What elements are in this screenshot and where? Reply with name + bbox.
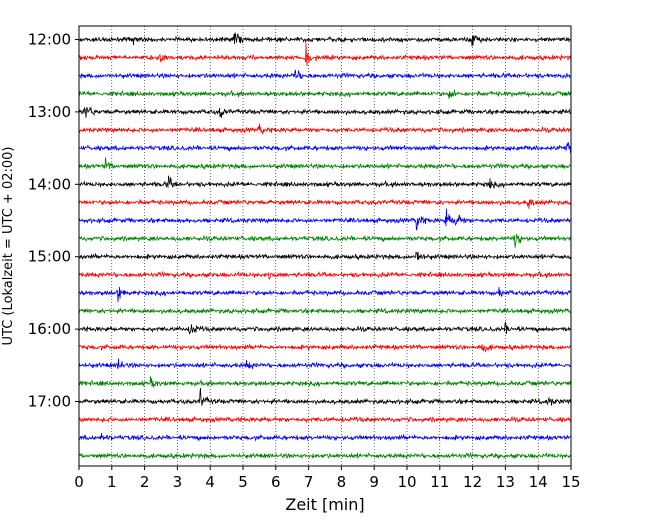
trace-1730 bbox=[78, 433, 572, 442]
x-tick-label: 10 bbox=[397, 473, 416, 491]
trace-1645 bbox=[78, 376, 572, 388]
trace-1345 bbox=[78, 157, 572, 171]
x-tick-label: 7 bbox=[304, 473, 314, 491]
trace-1615 bbox=[78, 343, 572, 353]
trace-1215 bbox=[78, 43, 572, 66]
x-axis-ticks: 0 1 2 3 4 5 6 7 8 9 10 11 12 13 14 15 bbox=[74, 466, 581, 491]
x-tick-label: 9 bbox=[369, 473, 379, 491]
x-tick-label: 5 bbox=[238, 473, 248, 491]
trace-1600 bbox=[78, 321, 572, 335]
trace-1630 bbox=[78, 358, 572, 370]
trace-1745 bbox=[78, 451, 572, 460]
trace-1415 bbox=[78, 198, 572, 209]
trace-1230 bbox=[78, 69, 572, 80]
trace-1315 bbox=[78, 123, 572, 135]
x-axis-label: Zeit [min] bbox=[285, 495, 364, 514]
plot-frame bbox=[78, 25, 572, 467]
trace-1200 bbox=[78, 32, 572, 47]
x-tick-label: 15 bbox=[561, 473, 580, 491]
trace-1300 bbox=[78, 106, 572, 118]
x-tick-label: 11 bbox=[430, 473, 449, 491]
x-tick-label: 12 bbox=[463, 473, 482, 491]
y-tick-label: 14:00 bbox=[28, 175, 71, 193]
trace-1545 bbox=[78, 307, 572, 315]
trace-1530 bbox=[78, 286, 572, 303]
x-tick-label: 6 bbox=[271, 473, 281, 491]
x-tick-label: 8 bbox=[337, 473, 347, 491]
trace-1715 bbox=[78, 415, 572, 424]
trace-1700 bbox=[78, 387, 572, 406]
trace-1445 bbox=[78, 234, 572, 248]
x-tick-label: 0 bbox=[74, 473, 84, 491]
y-tick-label: 13:00 bbox=[28, 103, 71, 121]
trace-1430 bbox=[78, 208, 572, 231]
trace-1400 bbox=[78, 175, 572, 189]
y-tick-label: 15:00 bbox=[28, 248, 71, 266]
trace-1500 bbox=[78, 251, 572, 261]
trace-1515 bbox=[78, 270, 572, 280]
seismic-traces bbox=[78, 32, 572, 460]
x-tick-label: 14 bbox=[529, 473, 548, 491]
x-tick-label: 1 bbox=[107, 473, 117, 491]
vertical-grid bbox=[111, 26, 539, 466]
y-tick-label: 12:00 bbox=[28, 31, 71, 49]
y-axis-ticks: 12:00 13:00 14:00 15:00 16:00 17:00 bbox=[28, 31, 79, 411]
x-tick-label: 3 bbox=[173, 473, 183, 491]
trace-1330 bbox=[78, 142, 572, 153]
x-tick-label: 4 bbox=[205, 473, 215, 491]
trace-1245 bbox=[78, 89, 572, 99]
y-axis-label: UTC (Lokalzeit = UTC + 02:00) bbox=[1, 147, 16, 346]
y-tick-label: 17:00 bbox=[28, 393, 71, 411]
x-tick-label: 13 bbox=[496, 473, 515, 491]
x-tick-label: 2 bbox=[140, 473, 150, 491]
y-tick-label: 16:00 bbox=[28, 320, 71, 338]
